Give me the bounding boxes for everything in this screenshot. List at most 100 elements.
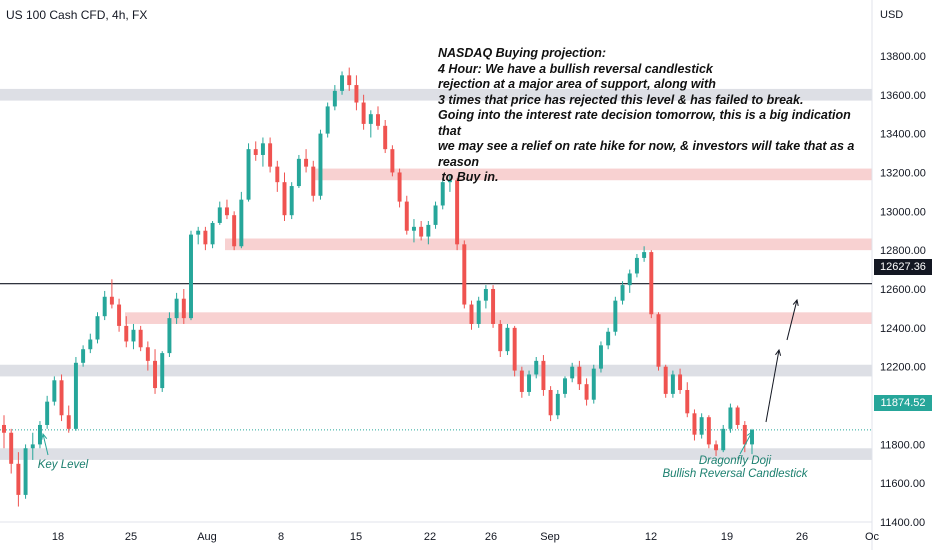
candle-body xyxy=(138,329,143,348)
candle-body xyxy=(491,289,496,324)
y-tick-label: 13400.00 xyxy=(880,129,926,141)
currency-label: USD xyxy=(880,9,903,21)
candle-body xyxy=(512,327,517,371)
candle-body xyxy=(656,314,661,367)
y-tick-label: 13800.00 xyxy=(880,51,926,63)
candle-body xyxy=(153,360,158,389)
projection-arrow-1-head xyxy=(775,348,782,356)
y-tick-label: 11800.00 xyxy=(880,439,925,451)
candle-body xyxy=(699,417,704,435)
candle-body xyxy=(174,298,179,319)
candle-body xyxy=(361,102,366,124)
candle-body xyxy=(440,182,445,206)
candle-body xyxy=(268,143,273,167)
y-tick-label: 11400.00 xyxy=(880,517,925,529)
candle-body xyxy=(706,417,711,445)
candle-body xyxy=(340,75,345,91)
candle-body xyxy=(304,158,309,167)
candle-body xyxy=(253,149,258,155)
projection-arrow-2 xyxy=(786,299,798,341)
projection-arrow-1 xyxy=(765,349,780,423)
candle-body xyxy=(311,166,316,196)
doji-arrow-head xyxy=(746,430,753,439)
x-tick-label: 19 xyxy=(721,531,733,543)
x-tick-label: 15 xyxy=(350,531,362,543)
candle-body xyxy=(584,384,589,400)
y-tick-label: 12800.00 xyxy=(880,245,926,257)
x-tick-label: 8 xyxy=(278,531,284,543)
candle-body xyxy=(160,353,165,389)
candle-body xyxy=(591,368,596,400)
candle-body xyxy=(181,298,186,319)
candle-body xyxy=(728,407,733,429)
key-level-label: Key Level xyxy=(37,459,89,471)
candle-body xyxy=(714,444,719,451)
support-zone-2 xyxy=(0,448,872,460)
candle-body xyxy=(598,345,603,369)
candle-body xyxy=(447,180,452,183)
candle-body xyxy=(232,215,237,247)
candle-body xyxy=(634,257,639,274)
candle-body xyxy=(411,226,416,231)
note-title: NASDAQ Buying projection: xyxy=(438,46,607,60)
candle-body xyxy=(354,85,359,103)
chart-title: US 100 Cash CFD, 4h, FX xyxy=(6,8,148,22)
candle-body xyxy=(368,114,373,124)
candle-body xyxy=(390,149,395,173)
candle-body xyxy=(109,296,114,305)
candle-body xyxy=(102,296,107,317)
candle-body xyxy=(383,125,388,150)
x-tick-label: 18 xyxy=(52,531,64,543)
candle-body xyxy=(685,390,690,414)
candle-body xyxy=(2,424,6,433)
candle-body xyxy=(663,366,668,394)
candle-body xyxy=(167,318,172,354)
y-tick-label: 12400.00 xyxy=(880,323,926,335)
candle-body xyxy=(131,329,136,342)
x-tick-label: Oc xyxy=(865,531,880,543)
candle-body xyxy=(519,370,524,392)
x-tick-label: 22 xyxy=(424,531,436,543)
x-tick-label: 25 xyxy=(125,531,137,543)
candle-body xyxy=(483,289,488,301)
candle-body xyxy=(145,347,150,361)
candle-body xyxy=(433,205,438,225)
candle-body xyxy=(476,300,481,324)
candle-body xyxy=(59,380,64,416)
candle-body xyxy=(670,374,675,394)
x-tick-label: Sep xyxy=(540,531,560,543)
candle-body xyxy=(81,349,86,363)
candle-body xyxy=(505,327,510,352)
candle-body xyxy=(318,133,323,196)
x-tick-label: 26 xyxy=(485,531,497,543)
candle-body xyxy=(246,149,251,200)
candle-body xyxy=(534,360,539,375)
candle-body xyxy=(620,285,625,301)
crosshair-price-tag: 12627.36 xyxy=(874,259,932,275)
candle-body xyxy=(239,199,244,247)
candle-body xyxy=(23,448,28,495)
candle-body xyxy=(627,273,632,286)
candle-body xyxy=(678,374,683,391)
candle-body xyxy=(735,407,740,425)
doji-arrow xyxy=(739,431,753,455)
candle-body xyxy=(606,331,611,346)
candle-body xyxy=(66,415,71,429)
candle-body xyxy=(37,424,42,445)
candle-body xyxy=(404,201,409,231)
candle-body xyxy=(462,244,467,305)
candle-body xyxy=(275,166,280,183)
candle-body xyxy=(16,463,21,495)
candle-body xyxy=(613,300,618,332)
analysis-note: NASDAQ Buying projection: 4 Hour: We hav… xyxy=(438,46,858,186)
candle-body xyxy=(642,252,647,258)
candle-body xyxy=(196,230,201,235)
candle-body xyxy=(498,323,503,352)
y-tick-label: 13600.00 xyxy=(880,90,926,102)
candle-body xyxy=(555,393,560,416)
y-tick-label: 12600.00 xyxy=(880,284,926,296)
candle-body xyxy=(325,106,330,134)
candle-body xyxy=(260,143,265,155)
candle-body xyxy=(527,374,532,392)
